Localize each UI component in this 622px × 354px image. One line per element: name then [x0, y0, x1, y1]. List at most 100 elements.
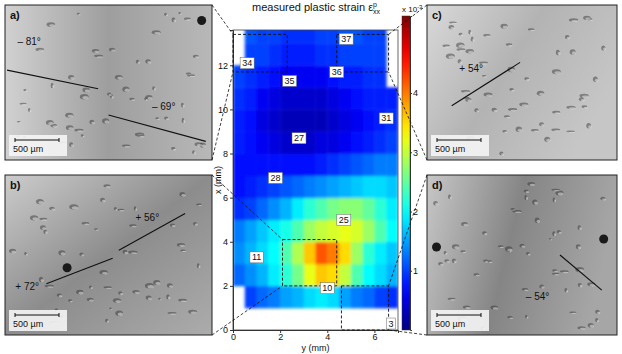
texture-highlight — [70, 77, 74, 80]
heat-cell — [292, 30, 304, 44]
texture-spot — [551, 128, 560, 131]
tick: 12 — [218, 61, 233, 71]
texture-spot — [519, 244, 524, 248]
scale-bar-box — [9, 310, 67, 331]
texture-spot — [74, 129, 83, 132]
texture-spot — [153, 280, 160, 285]
tick-label: 4 — [413, 88, 418, 98]
texture-highlight — [559, 232, 562, 234]
texture-spot — [40, 225, 46, 230]
texture-spot — [129, 224, 136, 227]
texture-spot — [474, 108, 478, 112]
texture-highlight — [554, 271, 558, 272]
grain-label: 11 — [250, 252, 263, 263]
texture-spot — [601, 46, 605, 51]
texture-spot — [137, 135, 144, 137]
texture-spot — [577, 326, 585, 329]
texture-highlight — [138, 62, 140, 64]
texture-spot — [164, 117, 168, 120]
texture-highlight — [450, 299, 455, 300]
panel-label: d) — [432, 179, 443, 191]
tick-mark — [230, 198, 233, 199]
heat-cell — [268, 109, 280, 131]
texture-highlight — [472, 39, 474, 42]
texture-spot — [155, 117, 159, 119]
texture-spot — [129, 98, 134, 101]
grain-label-box — [283, 75, 297, 86]
texture-spot — [146, 296, 152, 300]
heat-cell — [233, 154, 245, 176]
texture-highlight — [484, 76, 487, 77]
texture-spot — [539, 122, 544, 126]
texture-highlight — [82, 96, 88, 99]
heat-cell — [257, 30, 269, 44]
heat-cell — [257, 220, 269, 242]
texture-spot — [490, 305, 498, 309]
texture-highlight — [42, 227, 46, 230]
heat-cell — [280, 242, 292, 264]
texture-highlight — [463, 92, 469, 94]
heat-cell — [280, 43, 292, 65]
texture-highlight — [172, 225, 176, 227]
texture-highlight — [435, 203, 438, 206]
heat-cell — [316, 65, 328, 87]
texture-spot — [484, 93, 493, 97]
texture-spot — [58, 250, 65, 255]
texture-highlight — [541, 124, 544, 126]
pit — [63, 263, 72, 272]
texture-highlight — [135, 292, 140, 294]
texture-spot — [100, 270, 108, 274]
heat-cell — [280, 220, 292, 242]
texture-spot — [505, 246, 513, 251]
texture-spot — [535, 218, 540, 224]
texture-highlight — [448, 56, 454, 59]
texture-spot — [69, 142, 73, 147]
texture-highlight — [501, 153, 504, 155]
texture-highlight — [489, 262, 493, 263]
heat-cell — [363, 87, 375, 109]
heat-cell — [292, 286, 304, 308]
inspected-region — [233, 34, 287, 72]
orientation-line — [7, 70, 98, 89]
heat-cell — [316, 87, 328, 109]
heat-cell — [374, 264, 386, 286]
heat-cell — [304, 198, 316, 220]
texture-spot — [89, 285, 92, 288]
heat-cell — [386, 131, 398, 153]
tick-label: 2 — [278, 332, 283, 342]
heat-cell — [327, 87, 339, 109]
texture-highlight — [197, 144, 203, 146]
texture-spot — [135, 133, 144, 137]
texture-highlight — [182, 251, 186, 252]
texture-highlight — [579, 227, 581, 230]
texture-spot — [465, 98, 471, 102]
texture-spot — [586, 123, 591, 128]
texture-spot — [182, 118, 185, 123]
heat-cell — [245, 87, 257, 109]
heat-cell — [268, 30, 280, 44]
heat-cell — [386, 87, 398, 109]
texture-highlight — [459, 45, 465, 48]
grain-label: 31 — [379, 113, 393, 124]
texture-highlight — [522, 104, 528, 106]
texture-spot — [595, 310, 600, 314]
texture-spot — [36, 48, 45, 51]
inspected-region — [337, 34, 389, 72]
texture-spot — [43, 229, 47, 233]
heat-cell — [245, 154, 257, 176]
texture-spot — [524, 195, 526, 200]
grain-label: 37 — [339, 33, 353, 44]
texture-spot — [134, 206, 136, 210]
texture-highlight — [582, 96, 588, 98]
texture-spot — [49, 207, 55, 210]
heat-cell — [316, 109, 328, 131]
axis-line — [411, 17, 413, 331]
texture-highlight — [91, 287, 93, 289]
grain-label: 35 — [283, 75, 297, 86]
scale-bar-label: 500 µm — [13, 144, 43, 154]
texture-spot — [102, 118, 109, 123]
texture-highlight — [506, 117, 510, 118]
heat-cell — [327, 176, 339, 198]
pit — [599, 235, 608, 244]
tick-label: 3 — [413, 148, 418, 158]
